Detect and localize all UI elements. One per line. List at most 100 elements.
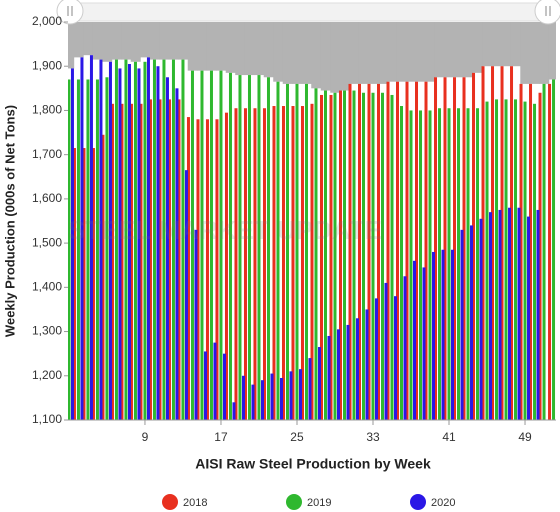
bar bbox=[394, 296, 398, 420]
bar bbox=[336, 329, 340, 420]
bar bbox=[184, 170, 188, 420]
bar bbox=[118, 68, 122, 420]
bar bbox=[317, 347, 321, 420]
range-shade bbox=[197, 22, 208, 71]
bar bbox=[124, 59, 128, 420]
bar bbox=[213, 342, 217, 420]
bar bbox=[175, 88, 179, 420]
range-shade bbox=[510, 22, 521, 67]
range-shade bbox=[320, 22, 331, 91]
bar bbox=[371, 92, 375, 420]
y-tick-label: 1,500 bbox=[32, 235, 62, 249]
range-shade bbox=[330, 22, 341, 93]
bar bbox=[413, 260, 417, 420]
bar bbox=[400, 106, 404, 420]
bar bbox=[228, 72, 232, 420]
range-shade bbox=[311, 22, 322, 89]
bar bbox=[314, 88, 318, 420]
bar bbox=[232, 402, 236, 420]
bar bbox=[342, 90, 346, 420]
range-shade bbox=[83, 22, 94, 56]
bar bbox=[186, 117, 190, 420]
bar bbox=[361, 92, 365, 420]
bar bbox=[384, 282, 388, 420]
x-axis-title: AISI Raw Steel Production by Week bbox=[195, 456, 431, 472]
bar bbox=[165, 77, 169, 420]
scroll-handle-left[interactable] bbox=[56, 0, 84, 25]
scrollbar[interactable] bbox=[56, 0, 560, 25]
range-shade bbox=[482, 22, 493, 67]
bar bbox=[272, 106, 276, 420]
bar bbox=[209, 70, 213, 420]
bar bbox=[434, 77, 438, 420]
range-shade bbox=[187, 22, 198, 71]
range-shade bbox=[472, 22, 483, 73]
bar bbox=[266, 77, 270, 420]
bar bbox=[548, 83, 552, 420]
bar bbox=[481, 66, 485, 420]
range-shade-group bbox=[68, 22, 556, 93]
bar bbox=[462, 77, 466, 420]
bar bbox=[447, 108, 451, 420]
bar bbox=[241, 375, 245, 420]
bar bbox=[238, 75, 242, 420]
bar bbox=[262, 108, 266, 420]
bar bbox=[485, 101, 489, 420]
bar bbox=[381, 92, 385, 420]
range-shade bbox=[406, 22, 417, 82]
range-shade bbox=[529, 22, 540, 84]
bar bbox=[422, 267, 426, 420]
bar bbox=[99, 59, 103, 420]
legend-marker bbox=[162, 494, 178, 510]
bar bbox=[517, 207, 521, 420]
range-shade bbox=[225, 22, 236, 73]
bar bbox=[375, 298, 378, 420]
bar bbox=[222, 353, 226, 420]
scroll-handle-right[interactable] bbox=[534, 0, 560, 25]
bar bbox=[68, 79, 71, 420]
range-shade bbox=[387, 22, 398, 82]
range-shade bbox=[149, 22, 160, 60]
bar bbox=[72, 148, 76, 420]
range-shade bbox=[501, 22, 512, 67]
bar bbox=[86, 79, 90, 420]
bar bbox=[148, 99, 152, 420]
scroll-track[interactable] bbox=[59, 2, 557, 22]
range-shade bbox=[216, 22, 227, 71]
range-shade bbox=[463, 22, 474, 78]
legend-label: 2020 bbox=[431, 497, 455, 509]
y-tick-label: 1,200 bbox=[32, 368, 62, 382]
bar bbox=[466, 108, 470, 420]
bar bbox=[219, 70, 223, 420]
bar bbox=[327, 335, 331, 420]
bar bbox=[377, 83, 381, 420]
range-shade bbox=[434, 22, 445, 78]
bar bbox=[101, 134, 105, 420]
range-shade bbox=[349, 22, 360, 84]
bar bbox=[108, 61, 112, 420]
bar bbox=[205, 119, 209, 420]
bar bbox=[523, 101, 527, 420]
bar bbox=[479, 218, 483, 420]
bar bbox=[514, 99, 518, 420]
range-shade bbox=[520, 22, 531, 84]
watermark: STEEL MARKET UPDATE bbox=[68, 215, 382, 245]
bar bbox=[319, 94, 323, 420]
x-tick-label: 33 bbox=[366, 430, 380, 444]
bar bbox=[203, 351, 207, 420]
range-shade bbox=[292, 22, 303, 84]
range-shade bbox=[68, 22, 75, 69]
bar bbox=[295, 83, 299, 420]
y-tick-label: 1,300 bbox=[32, 324, 62, 338]
bar bbox=[177, 99, 181, 420]
bar bbox=[243, 108, 247, 420]
bar bbox=[291, 106, 295, 420]
bar bbox=[247, 75, 251, 420]
bar bbox=[196, 119, 200, 420]
bar bbox=[91, 148, 95, 420]
range-shade bbox=[273, 22, 284, 82]
bar bbox=[63, 148, 66, 420]
range-shade bbox=[415, 22, 426, 82]
bar bbox=[171, 59, 175, 420]
